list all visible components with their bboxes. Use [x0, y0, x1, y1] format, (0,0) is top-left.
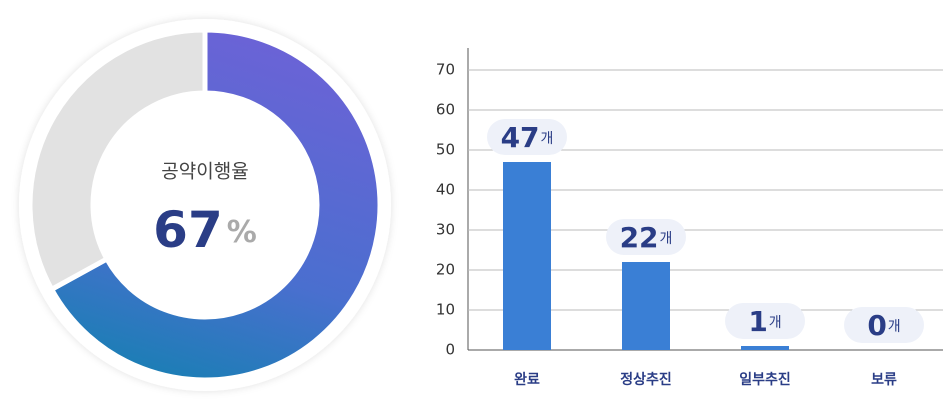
value-label: 47개	[501, 121, 554, 154]
bar	[741, 346, 789, 350]
donut-center-label: 67%	[153, 201, 257, 259]
value-unit: 개	[888, 319, 901, 335]
donut-segment	[27, 27, 208, 293]
value-label-pill	[487, 119, 567, 155]
value-label: 1개	[748, 305, 781, 338]
y-tick-label: 60	[436, 101, 455, 119]
y-tick-label: 10	[436, 301, 455, 319]
value-number: 47	[501, 121, 540, 154]
bar	[622, 262, 670, 350]
y-tick-label: 50	[436, 141, 455, 159]
donut-value: 67	[153, 201, 223, 259]
y-tick-label: 30	[436, 221, 455, 239]
donut-title: 공약이행율	[161, 161, 248, 183]
value-label-pill	[606, 219, 686, 255]
y-tick-label: 40	[436, 181, 455, 199]
x-tick-label: 보류	[871, 372, 897, 388]
y-tick-label: 20	[436, 261, 455, 279]
value-label: 0개	[867, 309, 900, 342]
value-number: 22	[620, 221, 659, 254]
value-unit: 개	[541, 131, 554, 147]
value-unit: 개	[769, 315, 782, 331]
value-label: 22개	[620, 221, 673, 254]
value-label-pill	[725, 303, 805, 339]
donut-segment	[48, 27, 383, 383]
x-tick-label: 정상추진	[620, 371, 672, 388]
value-number: 1	[748, 305, 767, 338]
y-tick-label: 0	[445, 341, 455, 359]
y-tick-label: 70	[436, 61, 455, 79]
donut-unit: %	[227, 215, 257, 250]
value-label-pill	[844, 307, 924, 343]
value-unit: 개	[660, 231, 673, 247]
x-tick-label: 일부추진	[739, 371, 791, 388]
value-number: 0	[867, 309, 886, 342]
donut	[27, 27, 383, 383]
bar	[503, 162, 551, 350]
x-tick-label: 완료	[514, 372, 540, 388]
